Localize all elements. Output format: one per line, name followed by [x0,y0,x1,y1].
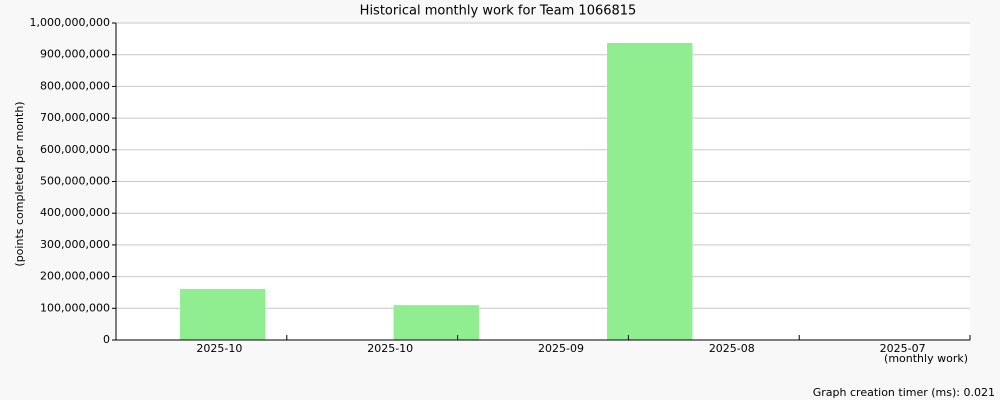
y-tick-label: 700,000,000 [40,111,110,124]
x-tick-label: 2025-08 [709,342,755,355]
footer: Graph creation timer (ms): 0.021 [813,386,995,399]
y-tick-label: 900,000,000 [40,48,110,61]
x-tick-label: 2025-09 [538,342,584,355]
x-axis-label: (monthly work) [884,352,968,365]
y-tick-label: 200,000,000 [40,270,110,283]
y-tick-label: 0 [103,333,110,346]
y-tick-label: 500,000,000 [40,175,110,188]
bar [607,42,693,340]
y-tick-label: 600,000,000 [40,143,110,156]
y-tick-label: 400,000,000 [40,206,110,219]
bar [393,305,479,340]
y-tick-label: 800,000,000 [40,79,110,92]
x-tick-label: 2025-10 [367,342,413,355]
y-tick-label: 300,000,000 [40,238,110,251]
y-axis-label: (points completed per month) [13,101,26,266]
x-tick-label: 2025-07 [880,342,926,355]
y-tick-label: 100,000,000 [40,301,110,314]
x-tick-label: 2025-10 [196,342,242,355]
y-tick-label: 1,000,000,000 [30,16,110,29]
chart-title: Historical monthly work for Team 1066815 [360,4,637,19]
bar [180,288,266,340]
